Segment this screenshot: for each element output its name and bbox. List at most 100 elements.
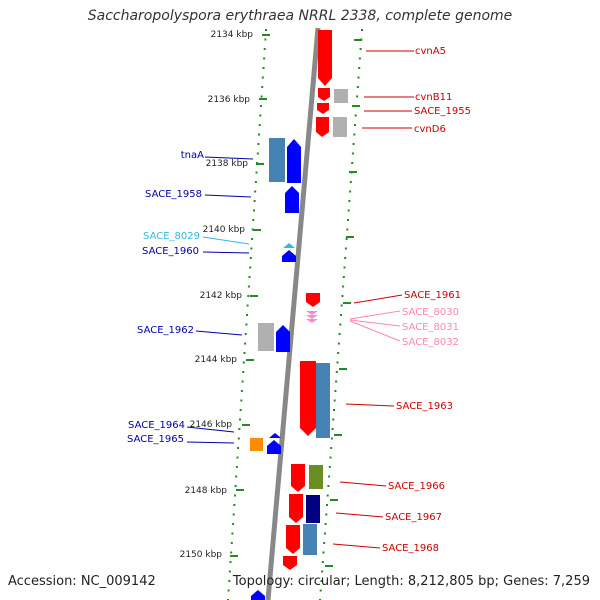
gene-SACE_1961[interactable] <box>306 293 320 307</box>
tick-dot <box>342 285 345 288</box>
accession-text: Accession: NC_009142 <box>8 574 156 589</box>
tick-dot <box>261 76 264 79</box>
gene-fragment[interactable] <box>283 556 297 570</box>
feature-navy[interactable] <box>306 495 320 523</box>
gene-label[interactable]: SACE_8032 <box>402 337 459 348</box>
tick-dot <box>240 399 243 402</box>
tick-dot <box>243 352 246 354</box>
tick-dot <box>254 181 257 183</box>
gene-label[interactable]: SACE_1960 <box>142 246 199 257</box>
gene-SACE_1967[interactable] <box>289 494 303 523</box>
tick-dot <box>334 390 337 392</box>
feature-steelblue[interactable] <box>269 138 285 182</box>
tick-dot <box>237 437 240 440</box>
right-features <box>303 89 348 555</box>
gene-SACE_8030[interactable] <box>306 311 318 315</box>
gene-label[interactable]: SACE_1962 <box>137 325 194 336</box>
genome-backbone <box>265 27 321 600</box>
tick-dot <box>358 67 361 69</box>
gene-label[interactable]: SACE_1966 <box>388 481 445 492</box>
gene-label[interactable]: SACE_8029 <box>143 231 200 242</box>
gene-label[interactable]: cvnB11 <box>415 92 452 103</box>
tick-dot <box>330 447 333 449</box>
gene-SACE_8029[interactable] <box>283 243 295 248</box>
feature-grey[interactable] <box>334 89 348 103</box>
gene-SACE_1960[interactable] <box>282 250 296 262</box>
tick-dot <box>325 513 328 516</box>
gene-SACE_1964[interactable] <box>269 433 281 438</box>
tick-dot <box>337 342 340 345</box>
tick-dot <box>240 390 243 392</box>
tick-dot <box>352 143 355 145</box>
tick-dot <box>319 589 322 592</box>
tick-dot <box>342 276 345 278</box>
tick-dot <box>343 266 346 269</box>
gene-SACE_1958[interactable] <box>285 186 299 213</box>
gene-label[interactable]: SACE_1961 <box>404 290 461 301</box>
gene-fragment[interactable] <box>251 590 265 600</box>
gene-label[interactable]: SACE_1958 <box>145 189 202 200</box>
tick-dot <box>328 475 331 478</box>
gene-SACE_1965[interactable] <box>267 440 281 454</box>
gene-cvnB11[interactable] <box>318 88 330 101</box>
gene-label[interactable]: SACE_1964 <box>128 420 185 431</box>
gene-label[interactable]: SACE_1967 <box>385 512 442 523</box>
tick-dot <box>330 437 333 440</box>
gene-cvnA5[interactable] <box>318 30 332 86</box>
gene-label[interactable]: SACE_1963 <box>396 401 453 412</box>
scale-ticks <box>230 34 362 567</box>
feature-orange[interactable] <box>250 438 263 451</box>
tick-dot <box>332 418 335 421</box>
pink-connectors <box>349 310 401 342</box>
tick-dot <box>324 523 327 525</box>
gene-SACE_1968[interactable] <box>286 525 300 554</box>
gene-label[interactable]: SACE_1968 <box>382 543 439 554</box>
gene-label[interactable]: SACE_8030 <box>402 307 459 318</box>
gene-SACE_1962[interactable] <box>276 325 290 352</box>
gene-SACE_8031[interactable] <box>306 315 318 319</box>
tick-dot <box>247 285 250 288</box>
tick-dot <box>234 494 236 497</box>
gene-tnaA[interactable] <box>287 139 301 183</box>
feature-grey[interactable] <box>333 117 347 137</box>
tick-dot <box>338 333 341 335</box>
tick-dot <box>346 228 349 231</box>
tick-dot <box>347 219 349 221</box>
scale-label: 2144 kbp <box>195 355 238 365</box>
tick-dot <box>249 257 252 259</box>
tick-dot <box>261 86 264 88</box>
gene-cvnD6[interactable] <box>316 117 329 137</box>
gene-label[interactable]: tnaA <box>181 150 204 161</box>
gene-SACE_1963[interactable] <box>300 361 316 436</box>
tick-dot <box>353 133 356 136</box>
tick-dot <box>254 190 257 193</box>
gene-label[interactable]: SACE_1965 <box>127 434 184 445</box>
tick-dot <box>347 209 350 212</box>
tick-dot <box>228 580 231 582</box>
feature-steelblue[interactable] <box>303 524 317 555</box>
tick-dot <box>229 561 232 563</box>
gene-SACE_1955[interactable] <box>317 103 329 114</box>
tick-dot <box>253 200 256 202</box>
tick-dot <box>326 504 328 506</box>
gene-label[interactable]: cvnD6 <box>414 124 446 135</box>
tick-dot <box>265 29 267 31</box>
feature-olive[interactable] <box>309 465 323 489</box>
tick-dot <box>357 76 360 79</box>
tick-dot <box>234 485 237 487</box>
reverse-genes <box>250 138 301 600</box>
feature-steelblue[interactable] <box>316 363 330 438</box>
tick-dot <box>250 247 253 250</box>
gene-SACE_1966[interactable] <box>291 464 305 492</box>
gene-label[interactable]: cvnA5 <box>415 46 446 57</box>
gene-label[interactable]: SACE_1955 <box>414 106 471 117</box>
gene-label[interactable]: SACE_8031 <box>402 322 459 333</box>
tick-dot <box>251 238 254 240</box>
feature-grey[interactable] <box>258 323 274 351</box>
left-tick-track <box>227 29 267 600</box>
gene-SACE_8032[interactable] <box>306 319 318 323</box>
forward-genes <box>283 30 332 570</box>
scale-labels: 2134 kbp 2136 kbp 2138 kbp 2140 kbp 2142… <box>180 30 254 560</box>
tick-dot <box>239 409 242 411</box>
right-labels: cvnA5 cvnB11 SACE_1955 cvnD6 SACE_1961 S… <box>382 46 471 554</box>
